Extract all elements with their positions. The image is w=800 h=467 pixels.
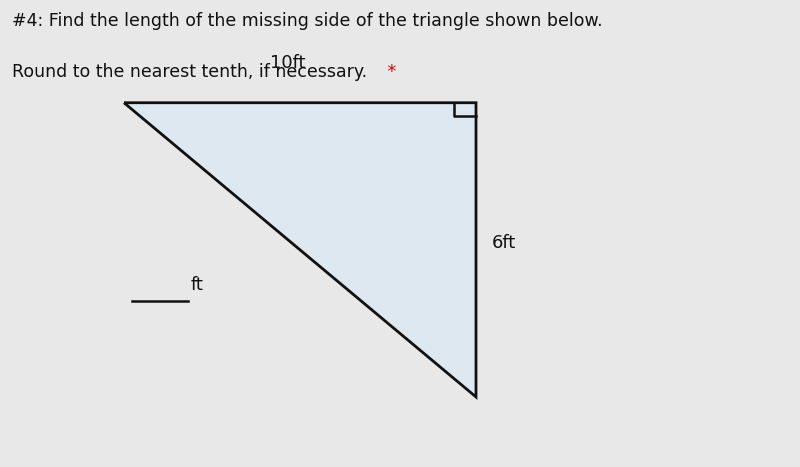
- Polygon shape: [124, 103, 476, 397]
- Text: #4: Find the length of the missing side of the triangle shown below.: #4: Find the length of the missing side …: [12, 12, 602, 30]
- Text: Round to the nearest tenth, if necessary.: Round to the nearest tenth, if necessary…: [12, 63, 367, 81]
- Text: 10ft: 10ft: [270, 54, 306, 72]
- Text: *: *: [382, 63, 397, 81]
- Text: 6ft: 6ft: [492, 234, 516, 252]
- Text: ft: ft: [190, 276, 203, 294]
